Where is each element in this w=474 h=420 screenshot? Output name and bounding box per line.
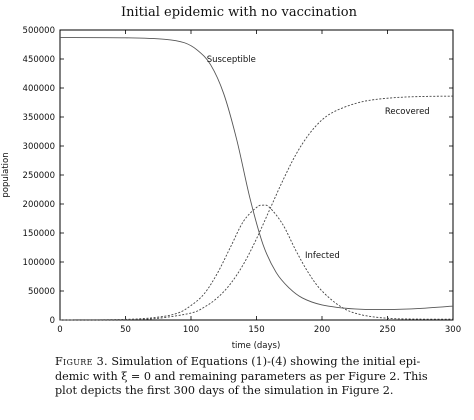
y-tick-label: 100000 — [23, 258, 55, 268]
x-tick-label: 200 — [314, 325, 330, 335]
y-tick-label: 250000 — [23, 171, 55, 181]
x-axis-label: time (days) — [232, 341, 281, 350]
plot-frame — [59, 29, 454, 321]
x-tick-label: 50 — [120, 325, 131, 335]
x-tick-label: 300 — [445, 325, 461, 335]
chart-title: Initial epidemic with no vaccination — [121, 5, 358, 20]
series-labels: Susceptible Recovered Infected — [207, 55, 430, 261]
epidemic-chart: Initial epidemic with no vaccination 0 50… — [1, 5, 462, 350]
x-tick-label: 250 — [379, 325, 395, 335]
series-line-susceptible — [59, 37, 454, 311]
y-tick-label: 400000 — [23, 84, 55, 94]
caption-figure-number: Figure 3. — [55, 355, 108, 368]
x-tick-label: 0 — [57, 325, 62, 335]
series-label-recovered: Recovered — [385, 107, 430, 117]
x-tick-label: 150 — [248, 325, 264, 335]
y-tick-label: 450000 — [23, 55, 55, 65]
y-tick-label: 150000 — [23, 229, 55, 239]
y-tick-label: 500000 — [23, 26, 55, 36]
y-tick-label: 200000 — [23, 200, 55, 210]
caption-line-3: plot depicts the first 300 days of the s… — [55, 384, 394, 397]
y-axis-label: population — [1, 152, 11, 197]
caption-line-1: Simulation of Equations (1)-(4) showing … — [111, 355, 421, 368]
axis-ticks: 0 50 100 150 200 250 300 0 50000 100000 150000 2000… — [23, 26, 462, 335]
y-tick-label: 350000 — [23, 113, 55, 123]
y-tick-label: 50000 — [28, 287, 55, 297]
x-tick-label: 100 — [183, 325, 199, 335]
series-lines — [59, 37, 454, 321]
figure-caption: Figure 3. Simulation of Equations (1)-(4… — [55, 355, 460, 399]
series-label-susceptible: Susceptible — [207, 55, 256, 65]
y-tick-label: 300000 — [23, 142, 55, 152]
y-tick-label: 0 — [50, 316, 55, 326]
series-label-infected: Infected — [305, 251, 340, 261]
series-line-infected — [59, 204, 454, 321]
caption-line-2: demic with ξ = 0 and remaining parameter… — [55, 369, 428, 383]
series-line-recovered — [59, 95, 454, 321]
